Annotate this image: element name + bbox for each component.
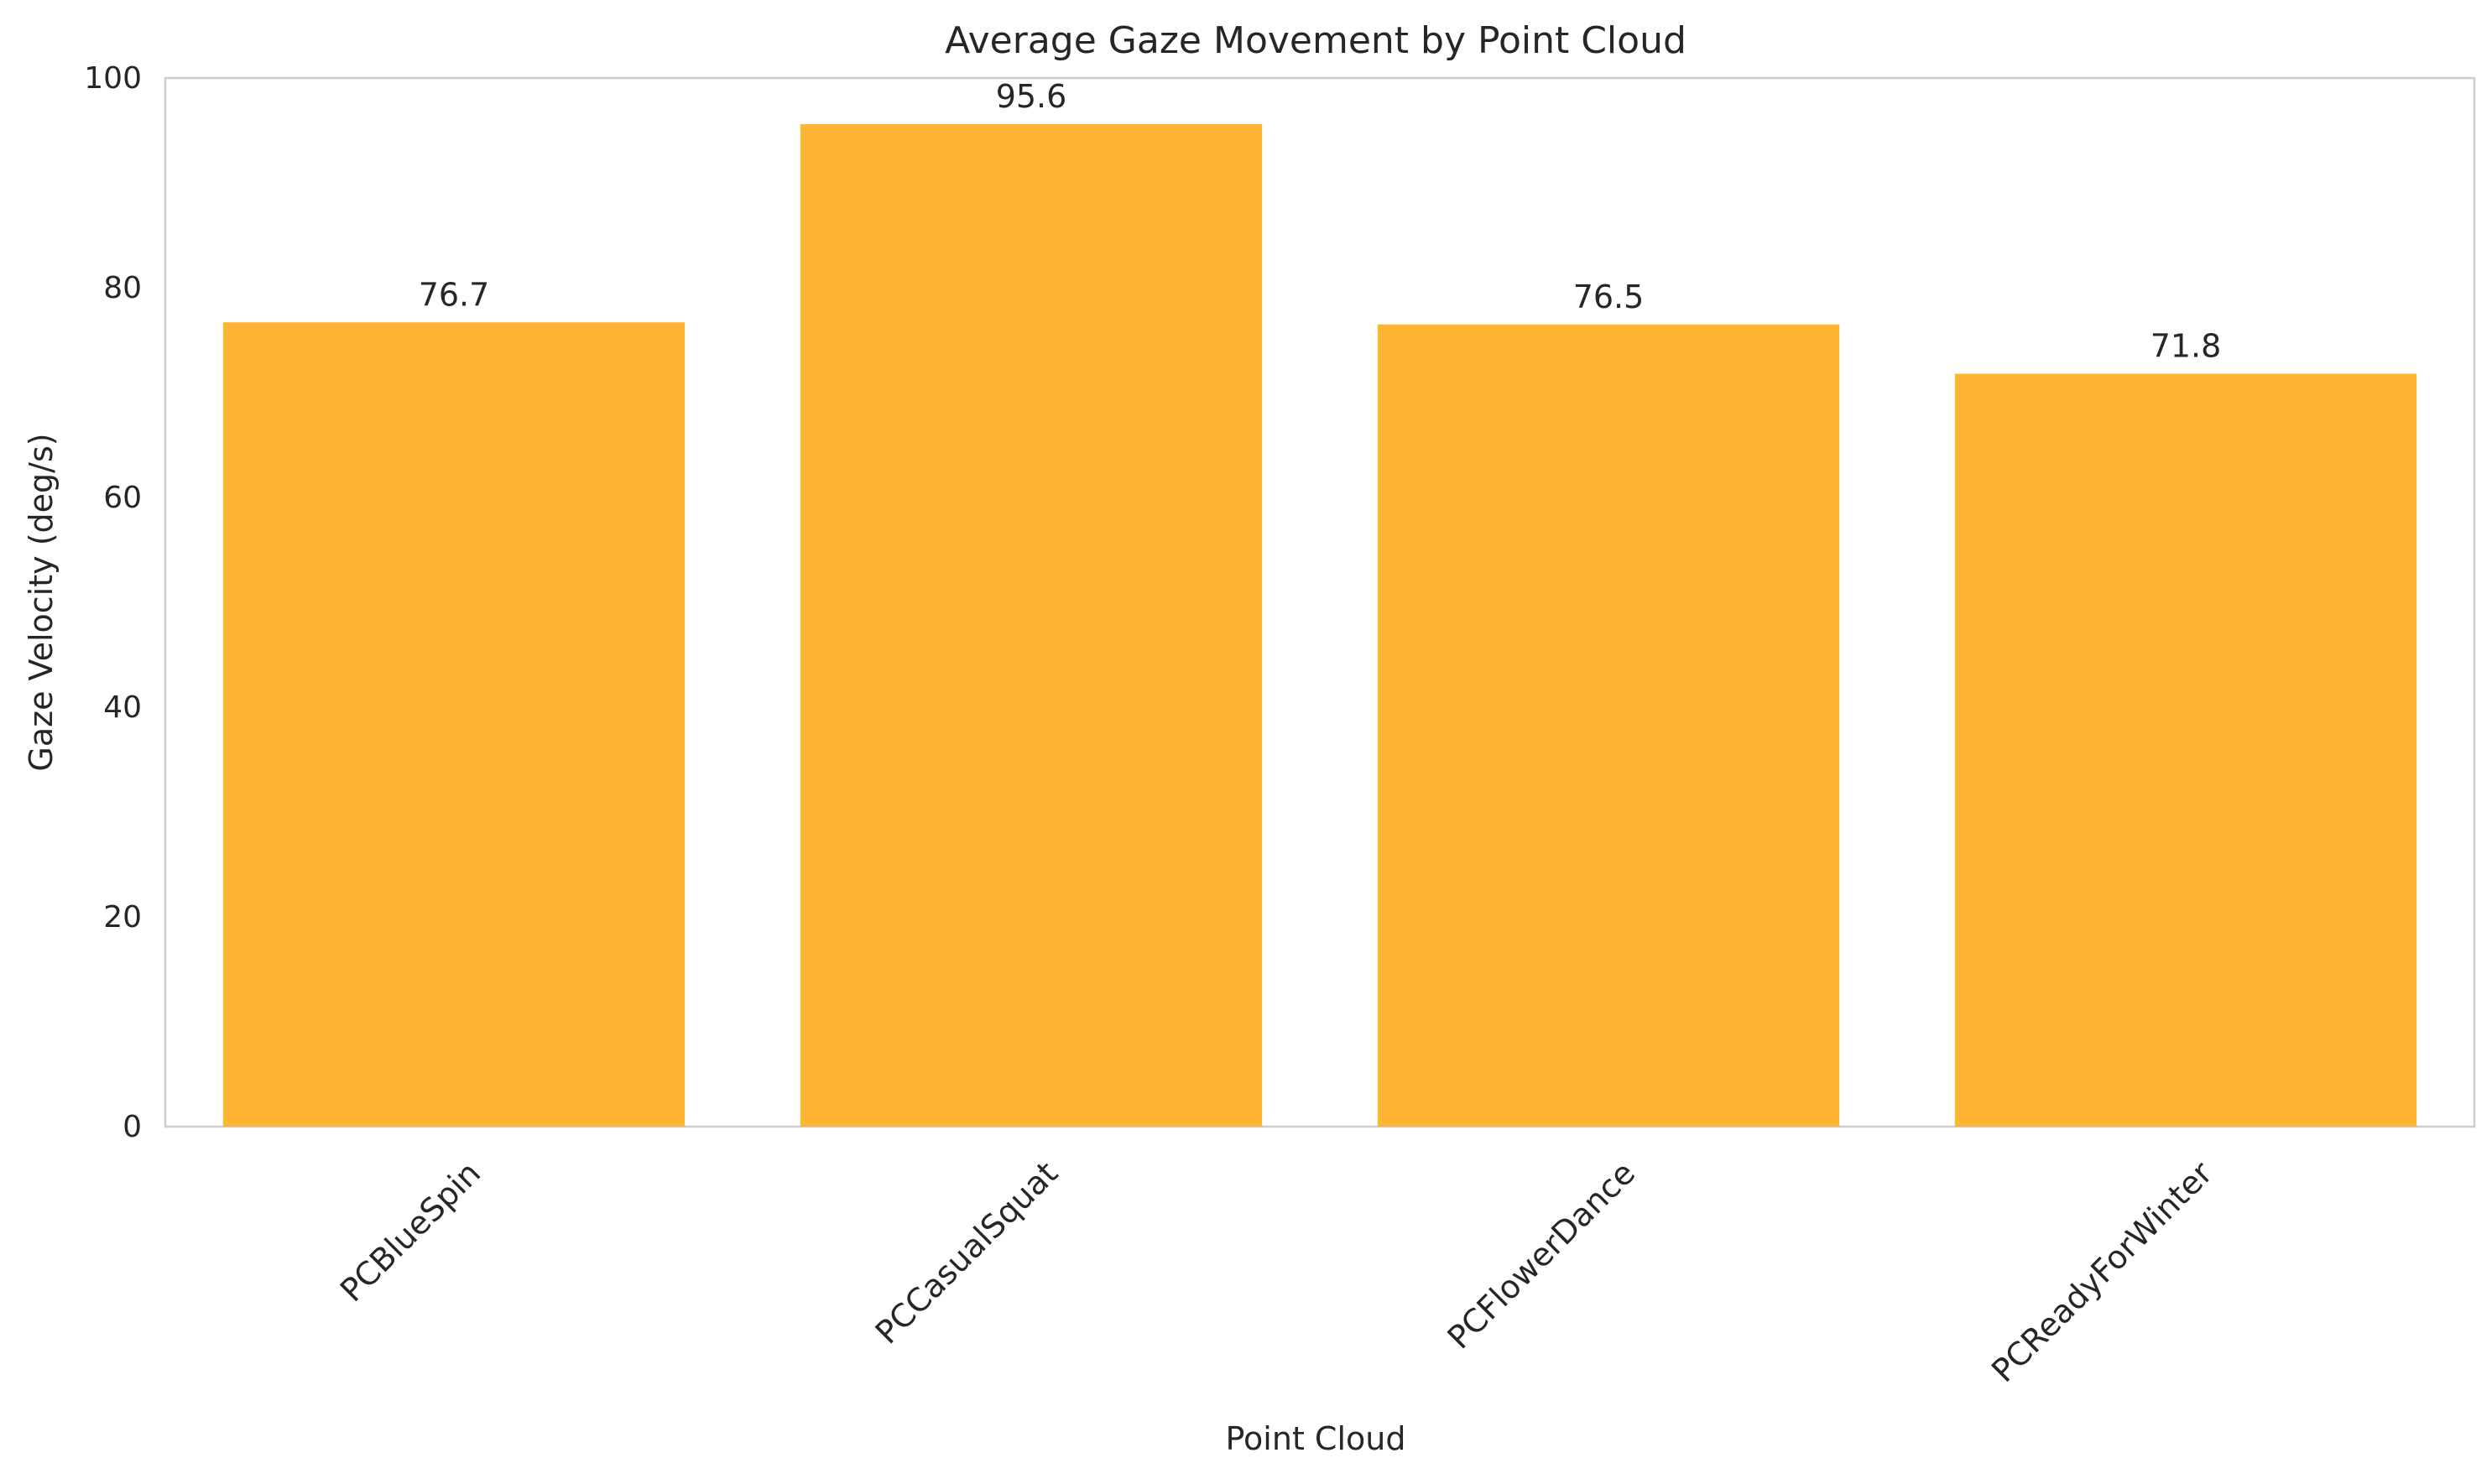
y-tick-label: 80 <box>103 271 142 305</box>
y-tick-label: 100 <box>84 61 142 96</box>
y-tick-label: 20 <box>103 900 142 935</box>
plot-area-frame <box>164 76 2476 1128</box>
y-axis-label: Gaze Velocity (deg/s) <box>23 433 60 771</box>
bar <box>1954 373 2417 1127</box>
y-tick-label: 60 <box>103 481 142 515</box>
bar-value-label: 76.5 <box>1573 279 1645 315</box>
bar-value-label: 76.7 <box>419 276 490 313</box>
y-axis-ticks: 0 20 40 60 80 100 <box>84 61 142 1144</box>
bar-value-label: 71.8 <box>2151 328 2222 365</box>
bars-group <box>222 124 2417 1127</box>
y-tick-label: 0 <box>123 1110 142 1144</box>
bar <box>1377 324 1840 1127</box>
y-tick-label: 40 <box>103 690 142 725</box>
chart-title: Average Gaze Movement by Point Cloud <box>945 19 1687 62</box>
x-axis-label: Point Cloud <box>1226 1420 1406 1457</box>
bar <box>800 124 1263 1127</box>
bar <box>222 322 686 1127</box>
bar-value-label: 95.6 <box>996 78 1067 115</box>
bar-value-labels: 76.7 95.6 76.5 71.8 <box>419 78 2222 365</box>
